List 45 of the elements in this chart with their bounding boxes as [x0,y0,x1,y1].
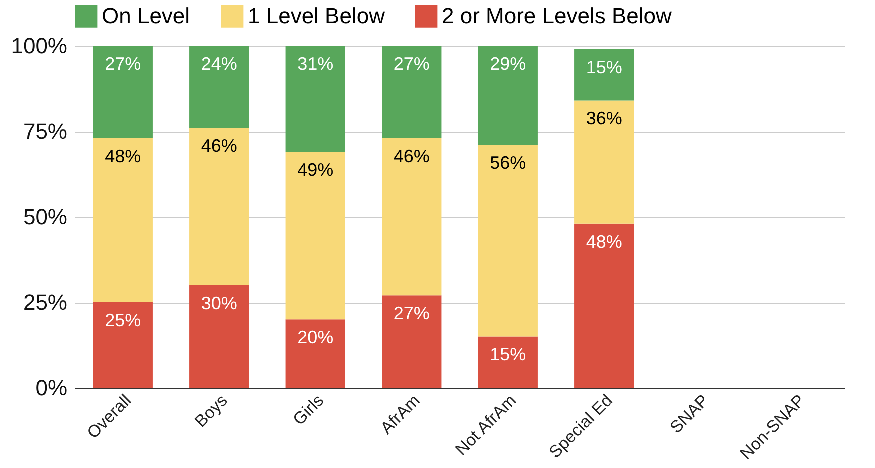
data-label: 15% [586,57,622,78]
legend-label: On Level [102,4,190,29]
data-label: 27% [105,54,142,74]
data-label: 49% [298,160,334,180]
y-tick-label: 100% [11,34,68,58]
bar [190,128,250,286]
data-label: 27% [394,304,430,324]
bar [93,46,153,138]
bar [190,46,250,128]
y-tick-label: 75% [23,119,68,144]
bar [190,285,250,388]
bar [382,296,442,388]
data-label: 36% [586,108,622,129]
bar [93,302,153,388]
data-label: 48% [586,232,622,252]
data-label: 31% [298,54,334,74]
legend-label: 2 or More Levels Below [442,4,672,29]
data-label: 30% [201,293,238,314]
data-label: 46% [201,136,238,156]
y-tick-label: 0% [36,376,68,400]
bar [574,224,634,388]
data-label: 46% [394,146,430,166]
bar [286,320,346,388]
data-label: 27% [394,54,430,74]
bar [286,46,346,152]
data-label: 29% [490,54,526,74]
bar [93,138,153,302]
bar [286,152,346,320]
data-label: 56% [490,153,526,174]
data-label: 20% [298,328,334,348]
bar [574,49,634,101]
legend-label: 1 Level Below [248,4,386,29]
data-label: 48% [105,146,142,166]
bar [382,138,442,296]
bar [478,145,538,337]
x-tick-label: Girls [289,391,328,430]
data-label: 25% [105,310,142,330]
bar [574,100,634,224]
y-tick-label: 50% [23,204,68,230]
bar [478,336,538,388]
data-label: 24% [201,54,238,74]
y-tick-label: 25% [23,290,68,315]
data-label: 15% [490,344,526,365]
bar [382,46,442,138]
bar [478,46,538,146]
